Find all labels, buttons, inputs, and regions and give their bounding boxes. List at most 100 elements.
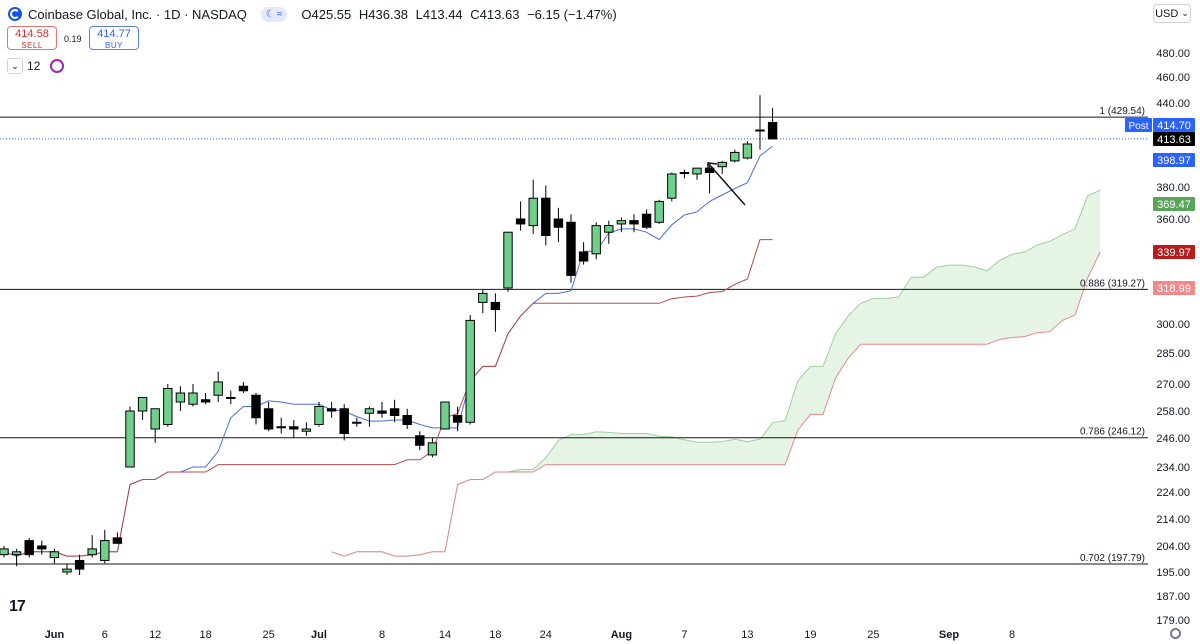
chart-header: Coinbase Global, Inc. · 1D · NASDAQ ☾ ≈ O… <box>8 5 621 23</box>
candle-body-down <box>553 218 564 228</box>
kijun-sen-line <box>3 239 773 557</box>
buy-price: 414.77 <box>97 28 131 40</box>
market-status-pill[interactable]: ☾ ≈ <box>260 6 288 22</box>
refresh-icon[interactable] <box>50 59 65 73</box>
candle-body-down <box>289 426 299 430</box>
candle-body-down <box>578 251 589 262</box>
candle-body-up <box>137 397 148 412</box>
candle <box>49 548 60 564</box>
cloud-segment <box>848 303 861 359</box>
candle <box>62 563 72 575</box>
price-tag <box>1153 245 1195 259</box>
post-tag-label: Post <box>1128 121 1148 132</box>
ohlc-readout: O425.55 H436.38 L413.44 C413.63 −6.15 (−… <box>301 7 620 22</box>
candle-body-up <box>150 408 160 430</box>
candle <box>213 371 223 402</box>
candle <box>427 438 438 458</box>
currency-selector[interactable]: USD ⌄ <box>1153 4 1191 23</box>
buy-button[interactable]: 414.77 BUY <box>89 26 139 50</box>
candle-body-up <box>213 381 223 396</box>
candle-body-down <box>415 435 425 446</box>
candle <box>629 214 639 233</box>
cloud-segment <box>873 298 886 345</box>
cloud-segment <box>571 434 584 465</box>
candle-body-down <box>566 221 576 276</box>
candle <box>200 393 211 405</box>
candle <box>402 408 412 429</box>
candle <box>566 214 576 283</box>
cloud-segment <box>1037 241 1050 333</box>
y-tick-label: 224.00 <box>1156 487 1190 499</box>
x-tick-label: 8 <box>1009 629 1015 641</box>
candle-body-down <box>629 220 639 225</box>
candle-body-up <box>163 388 173 425</box>
x-tick-label: 25 <box>262 629 274 641</box>
candle-body-down <box>251 394 261 419</box>
price-tag <box>1153 281 1195 295</box>
moon-icon: ☾ <box>265 8 275 20</box>
candle <box>742 141 753 160</box>
x-tick-label: 18 <box>489 629 501 641</box>
candle-body-up <box>465 319 475 423</box>
y-tick-label: 360.00 <box>1156 214 1190 226</box>
candle-body-down <box>238 385 249 392</box>
candle <box>11 548 22 567</box>
candle-body-up <box>478 292 488 303</box>
candle-body-down <box>326 408 337 412</box>
candle-body-up <box>125 410 135 468</box>
candle <box>616 217 627 233</box>
coinbase-logo-icon <box>8 7 22 21</box>
candle-body-up <box>301 428 312 432</box>
candle <box>87 535 97 558</box>
candle <box>175 386 186 411</box>
tradingview-logo: 17 <box>9 598 26 615</box>
candle-body-up <box>667 173 677 199</box>
candle-body-up <box>604 225 614 233</box>
candle-body-up <box>755 129 765 132</box>
candle <box>326 402 337 418</box>
candle <box>490 293 501 332</box>
candle <box>188 384 198 407</box>
x-tick-label: Sep <box>939 629 959 641</box>
y-tick-label: 440.00 <box>1156 98 1190 110</box>
symbol-title[interactable]: Coinbase Global, Inc. · 1D · NASDAQ <box>28 6 247 22</box>
candle-body-up <box>528 197 538 227</box>
cloud-segment <box>709 441 723 465</box>
high-value: H436.38 <box>358 6 409 22</box>
candle-body-up <box>276 426 286 429</box>
candle-body-down <box>339 408 349 434</box>
cloud-segment <box>797 366 811 431</box>
candle <box>591 222 601 260</box>
cloud-segment <box>949 265 962 345</box>
candle <box>730 149 740 163</box>
price-tag-label: 318.99 <box>1157 283 1191 295</box>
cloud-segment <box>646 433 660 465</box>
candle-body-down <box>200 399 211 403</box>
senkou-span-a-line <box>331 189 1101 557</box>
candle-body-down <box>515 218 526 225</box>
price-tag-label: 414.70 <box>1157 120 1191 132</box>
candle <box>755 95 765 150</box>
candle <box>263 402 274 432</box>
cloud-segment <box>558 434 571 465</box>
x-tick-label: 24 <box>540 629 552 641</box>
candle-body-up <box>692 167 702 175</box>
candle <box>465 315 475 425</box>
x-tick-label: Jun <box>45 629 65 641</box>
candle-body-down <box>24 540 34 556</box>
candle-body-up <box>62 568 72 573</box>
candle <box>24 537 34 558</box>
cloud-segment <box>785 380 798 465</box>
candle-body-down <box>377 410 387 414</box>
cloud-segment <box>810 366 823 415</box>
gear-icon[interactable] <box>1170 628 1181 639</box>
candle <box>578 242 589 265</box>
spread-value: 0.19 <box>64 34 82 44</box>
chevron-down-icon[interactable]: ⌄ <box>7 58 23 74</box>
candle <box>150 408 160 443</box>
x-tick-label: Aug <box>611 629 632 641</box>
sell-button[interactable]: 414.58 SELL <box>7 26 57 50</box>
cloud-segment <box>1062 228 1075 321</box>
annotation-arrow-head <box>707 162 718 172</box>
